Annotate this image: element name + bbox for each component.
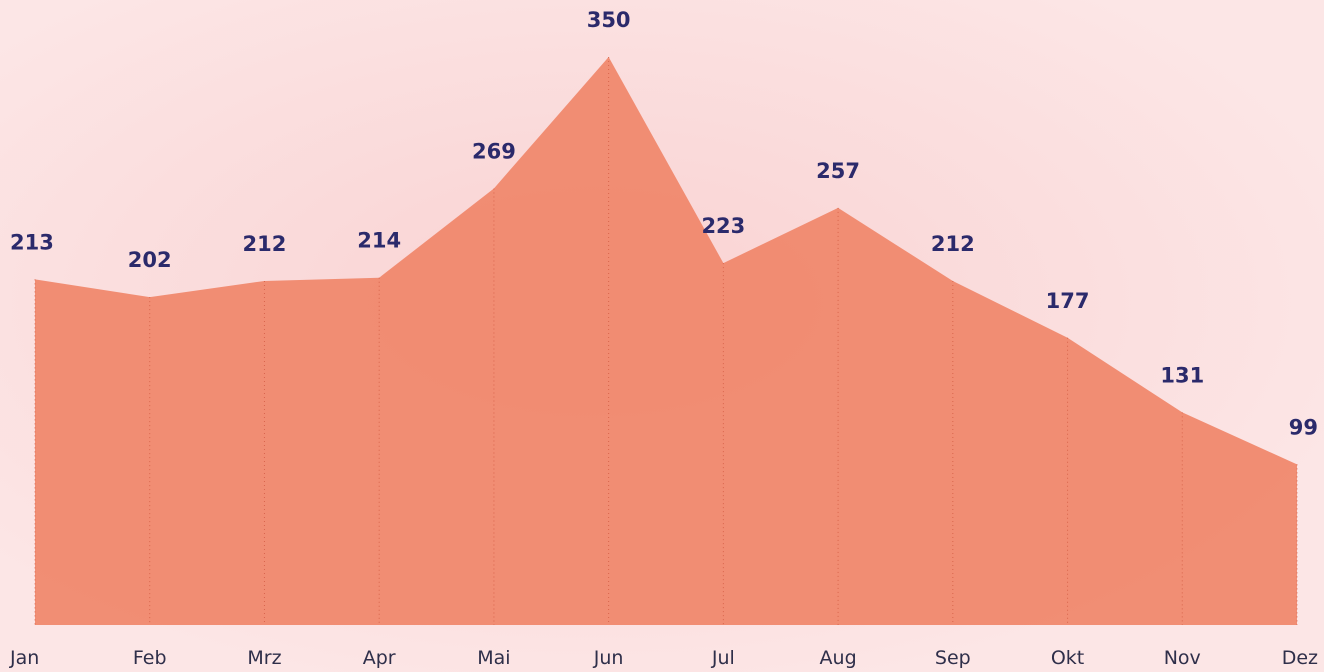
value-label: 131 (1160, 363, 1204, 387)
x-tick-label: Nov (1164, 647, 1201, 669)
value-label: 269 (472, 139, 516, 163)
value-label: 99 (1289, 415, 1318, 439)
x-tick-label: Mai (477, 647, 510, 669)
value-label: 350 (587, 8, 631, 32)
x-tick-label: Mrz (247, 647, 281, 669)
x-tick-label: Aug (820, 647, 857, 669)
x-tick-label: Jul (711, 647, 735, 669)
value-label: 202 (128, 248, 172, 272)
x-tick-label: Apr (363, 647, 396, 669)
value-label: 214 (357, 229, 401, 253)
x-tick-label: Feb (133, 647, 167, 669)
x-tick-label: Okt (1051, 647, 1084, 669)
x-tick-label: Dez (1282, 647, 1318, 669)
value-label: 177 (1046, 289, 1090, 313)
x-tick-label: Jan (9, 647, 39, 669)
x-tick-label: Jun (593, 647, 624, 669)
value-label: 257 (816, 159, 860, 183)
chart: 213 Jan 202 Feb 212 Mrz 214 Apr 269 Mai 350 Jun 223 J… (0, 0, 1324, 672)
value-label: 213 (10, 230, 54, 254)
value-label: 212 (931, 232, 975, 256)
x-tick-label: Sep (935, 647, 971, 669)
value-label: 212 (243, 232, 287, 256)
value-label: 223 (701, 214, 745, 238)
